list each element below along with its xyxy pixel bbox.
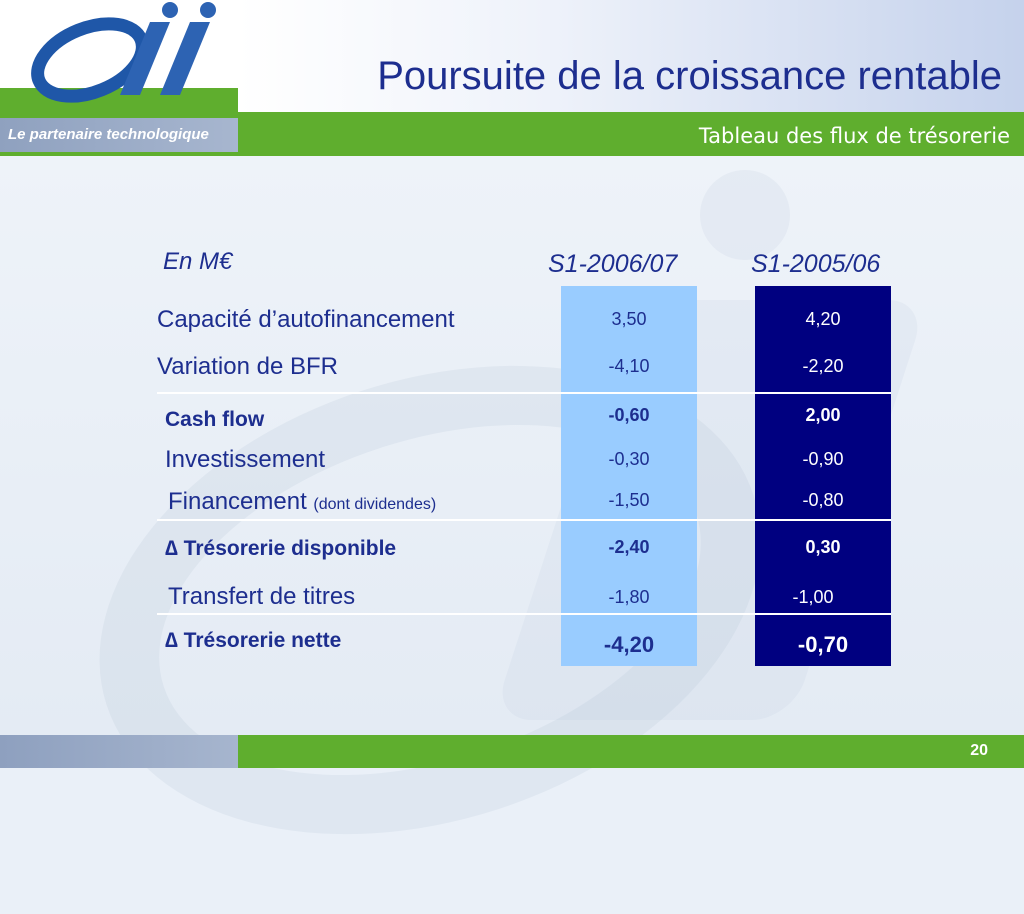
tagline-box [0,118,238,152]
financement-label: Financement [168,488,307,515]
cell-tresorerie-disponible-2006-07: -2,40 [608,537,650,557]
row-label-capacite: Capacité d’autofinancement [157,306,455,333]
header-divider [0,112,1024,118]
header-gradient [238,0,1024,112]
cell-investissement-2005-06: -0,90 [802,449,844,469]
cell-bfr-2006-07: -4,10 [608,356,650,376]
row-label-tresorerie-disponible: ∆ Trésorerie disponible [165,537,397,560]
financement-note: (dont dividendes) [313,496,437,513]
row-label-transfert-titres: Transfert de titres [168,583,356,610]
row-label-bfr: Variation de BFR [157,353,338,380]
column-header-2006-07: S1-2006/07 [548,250,678,278]
cell-financement-2006-07: -1,50 [608,490,650,510]
cell-bfr-2005-06: -2,20 [802,356,844,376]
page-title: Poursuite de la croissance rentable [377,54,1002,98]
subtitle-divider [0,152,1024,156]
row-label-tresorerie-nette: ∆ Trésorerie nette [165,629,342,652]
column-header-2005-06: S1-2005/06 [751,250,881,278]
column-highlight-2006-07 [561,286,697,666]
row-label-cash-flow: Cash flow [165,408,265,431]
cell-tresorerie-disponible-2005-06: 0,30 [805,537,841,557]
cell-investissement-2006-07: -0,30 [608,449,650,469]
cell-cash-flow-2006-07: -0,60 [608,405,650,425]
cell-transfert-titres-2005-06: -1,00 [792,587,834,607]
subtitle-bar [238,118,1024,152]
cell-cash-flow-2005-06: 2,00 [805,405,841,425]
unit-label: En M€ [163,248,233,275]
cell-financement-2005-06: -0,80 [802,490,844,510]
column-highlight-2005-06 [755,286,891,666]
row-label-financement: Financement (dont dividendes) [168,488,436,516]
tagline: Le partenaire technologique [8,126,209,143]
row-separator [157,613,891,615]
row-separator [157,519,891,521]
row-label-investissement: Investissement [165,446,326,473]
company-logo [31,2,216,103]
cell-tresorerie-nette-2005-06: -0,70 [797,632,849,657]
row-separator [157,392,891,394]
page-number: 20 [970,742,988,759]
cell-transfert-titres-2006-07: -1,80 [608,587,650,607]
cell-capacite-2005-06: 4,20 [805,309,841,329]
footer-left-block [0,735,238,768]
cell-tresorerie-nette-2006-07: -4,20 [603,632,655,657]
watermark-logo-dot [700,170,790,260]
cell-capacite-2006-07: 3,50 [611,309,647,329]
page-subtitle: Tableau des flux de trésorerie [698,124,1010,148]
